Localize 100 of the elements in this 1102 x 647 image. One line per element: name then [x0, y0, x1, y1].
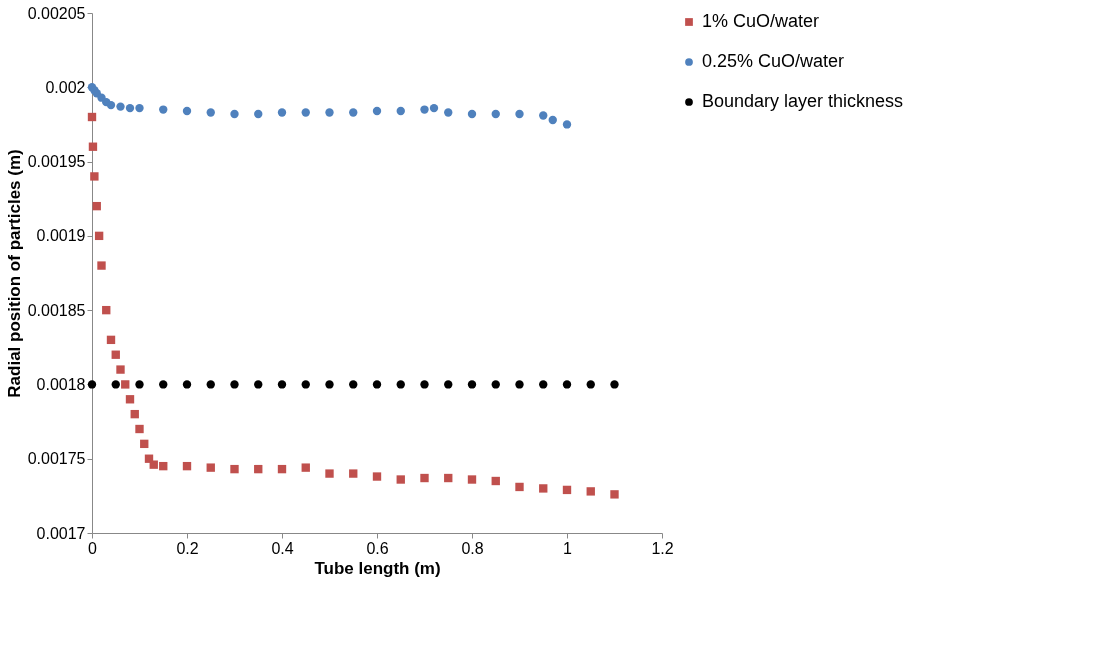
- point: [325, 380, 334, 389]
- point: [539, 484, 548, 493]
- y-axis-title: Radial position of particles (m): [4, 149, 24, 398]
- point: [349, 108, 358, 117]
- point: [301, 380, 310, 389]
- point: [135, 103, 144, 113]
- point: [396, 106, 405, 116]
- y-tick-label: 0.00195: [27, 153, 86, 171]
- x-tick-label: 0.2: [176, 539, 199, 557]
- x-tick-label: 0: [88, 539, 98, 557]
- point: [159, 105, 168, 114]
- point: [254, 109, 263, 119]
- point: [586, 380, 595, 389]
- point: [102, 305, 111, 315]
- point: [92, 201, 101, 211]
- point: [420, 380, 429, 389]
- point: [125, 103, 135, 113]
- point: [491, 109, 500, 119]
- y-tick-label: 0.00175: [27, 450, 86, 468]
- point: [116, 365, 125, 374]
- point: [515, 482, 524, 492]
- point: [429, 103, 439, 113]
- point: [539, 380, 548, 389]
- y-tick-label: 0.0019: [36, 227, 86, 245]
- legend-label: 1% CuO/water: [702, 11, 820, 31]
- point: [396, 475, 405, 484]
- point: [130, 409, 139, 419]
- point: [491, 380, 500, 389]
- legend-label: 0.25% CuO/water: [702, 51, 845, 71]
- point: [301, 463, 310, 472]
- point: [182, 106, 192, 116]
- point: [444, 473, 453, 483]
- point: [254, 380, 263, 389]
- point: [111, 350, 120, 359]
- point: [97, 261, 106, 270]
- point: [467, 109, 477, 119]
- point: [90, 172, 99, 181]
- point: [87, 380, 97, 389]
- point: [182, 461, 192, 471]
- point: [349, 380, 358, 389]
- point: [277, 108, 287, 117]
- legend-label: Boundary layer thickness: [702, 91, 904, 111]
- point: [182, 380, 192, 389]
- point: [301, 108, 310, 117]
- x-tick-label: 0.4: [271, 539, 294, 557]
- point: [254, 464, 263, 474]
- x-tick-label: 1: [563, 539, 573, 557]
- point: [159, 461, 168, 471]
- point: [87, 112, 97, 122]
- point: [325, 108, 334, 117]
- point: [140, 439, 149, 449]
- point: [135, 424, 144, 434]
- point: [277, 464, 287, 474]
- point: [325, 469, 334, 478]
- y-tick-label: 0.00205: [27, 4, 86, 22]
- point: [372, 380, 382, 389]
- y-tick-label: 0.00185: [27, 301, 86, 319]
- point: [562, 485, 572, 495]
- point: [94, 231, 104, 241]
- point: [610, 490, 619, 499]
- point: [562, 120, 572, 129]
- x-axis-title: Tube length (m): [314, 558, 441, 578]
- y-tick-label: 0.0018: [36, 375, 86, 393]
- point: [106, 100, 116, 110]
- point: [206, 380, 215, 389]
- y-tick-label: 0.002: [45, 78, 86, 96]
- point: [372, 106, 382, 116]
- point: [444, 380, 453, 389]
- point: [121, 380, 130, 389]
- point: [515, 109, 524, 119]
- x-tick-label: 1.2: [651, 539, 674, 557]
- point: [586, 487, 595, 496]
- point: [467, 475, 477, 484]
- point: [88, 142, 98, 151]
- point: [230, 380, 239, 389]
- point: [515, 380, 524, 389]
- point: [125, 395, 135, 404]
- point: [420, 105, 429, 114]
- point: [230, 464, 239, 474]
- point: [349, 469, 358, 478]
- point: [548, 115, 557, 125]
- point: [230, 109, 239, 119]
- x-tick-label: 0.6: [366, 539, 389, 557]
- point: [444, 108, 453, 117]
- point: [106, 335, 116, 345]
- point: [610, 380, 619, 389]
- point: [206, 108, 215, 117]
- y-tick-label: 0.0017: [36, 524, 86, 542]
- point: [135, 380, 144, 389]
- point: [539, 111, 548, 120]
- point: [372, 472, 382, 481]
- point: [467, 380, 477, 389]
- x-tick-label: 0.8: [461, 539, 484, 557]
- point: [420, 473, 429, 483]
- point: [116, 102, 125, 111]
- point: [562, 380, 572, 389]
- point: [206, 463, 215, 472]
- point: [159, 380, 168, 389]
- point: [277, 380, 287, 389]
- point: [149, 460, 158, 469]
